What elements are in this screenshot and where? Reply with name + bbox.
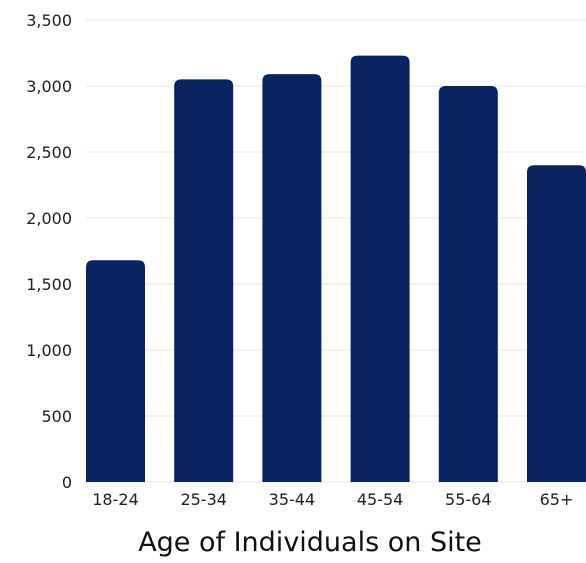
y-tick-label: 0 — [62, 473, 72, 492]
y-axis-tick-labels: 0 500 1,000 1,500 2,000 2,500 3,000 3,500 — [26, 11, 72, 492]
y-tick-label: 1,000 — [26, 341, 72, 360]
y-tick-label: 500 — [41, 407, 72, 426]
bar-25-34 — [174, 79, 234, 483]
bar-55-64 — [438, 86, 498, 482]
bar-18-24 — [86, 260, 145, 482]
y-tick-label: 3,500 — [26, 11, 72, 30]
bar-45-54 — [350, 55, 410, 482]
x-axis-title: Age of Individuals on Site — [138, 527, 482, 558]
x-tick-label: 45-54 — [357, 490, 404, 509]
bar-35-44 — [262, 74, 322, 483]
x-tick-label: 35-44 — [269, 490, 316, 509]
x-tick-label: 25-34 — [180, 490, 227, 509]
bars — [86, 55, 586, 483]
y-tick-label: 3,000 — [26, 77, 72, 96]
y-tick-label: 2,500 — [26, 143, 72, 162]
bar-65+ — [527, 165, 586, 482]
gridlines — [86, 19, 586, 483]
x-tick-label: 18-24 — [92, 490, 139, 509]
y-tick-label: 2,000 — [26, 209, 72, 228]
x-tick-label: 65+ — [540, 490, 574, 509]
x-axis-tick-labels: 18-24 25-34 35-44 45-54 55-64 65+ — [92, 490, 573, 509]
x-tick-label: 55-64 — [445, 490, 492, 509]
y-tick-label: 1,500 — [26, 275, 72, 294]
